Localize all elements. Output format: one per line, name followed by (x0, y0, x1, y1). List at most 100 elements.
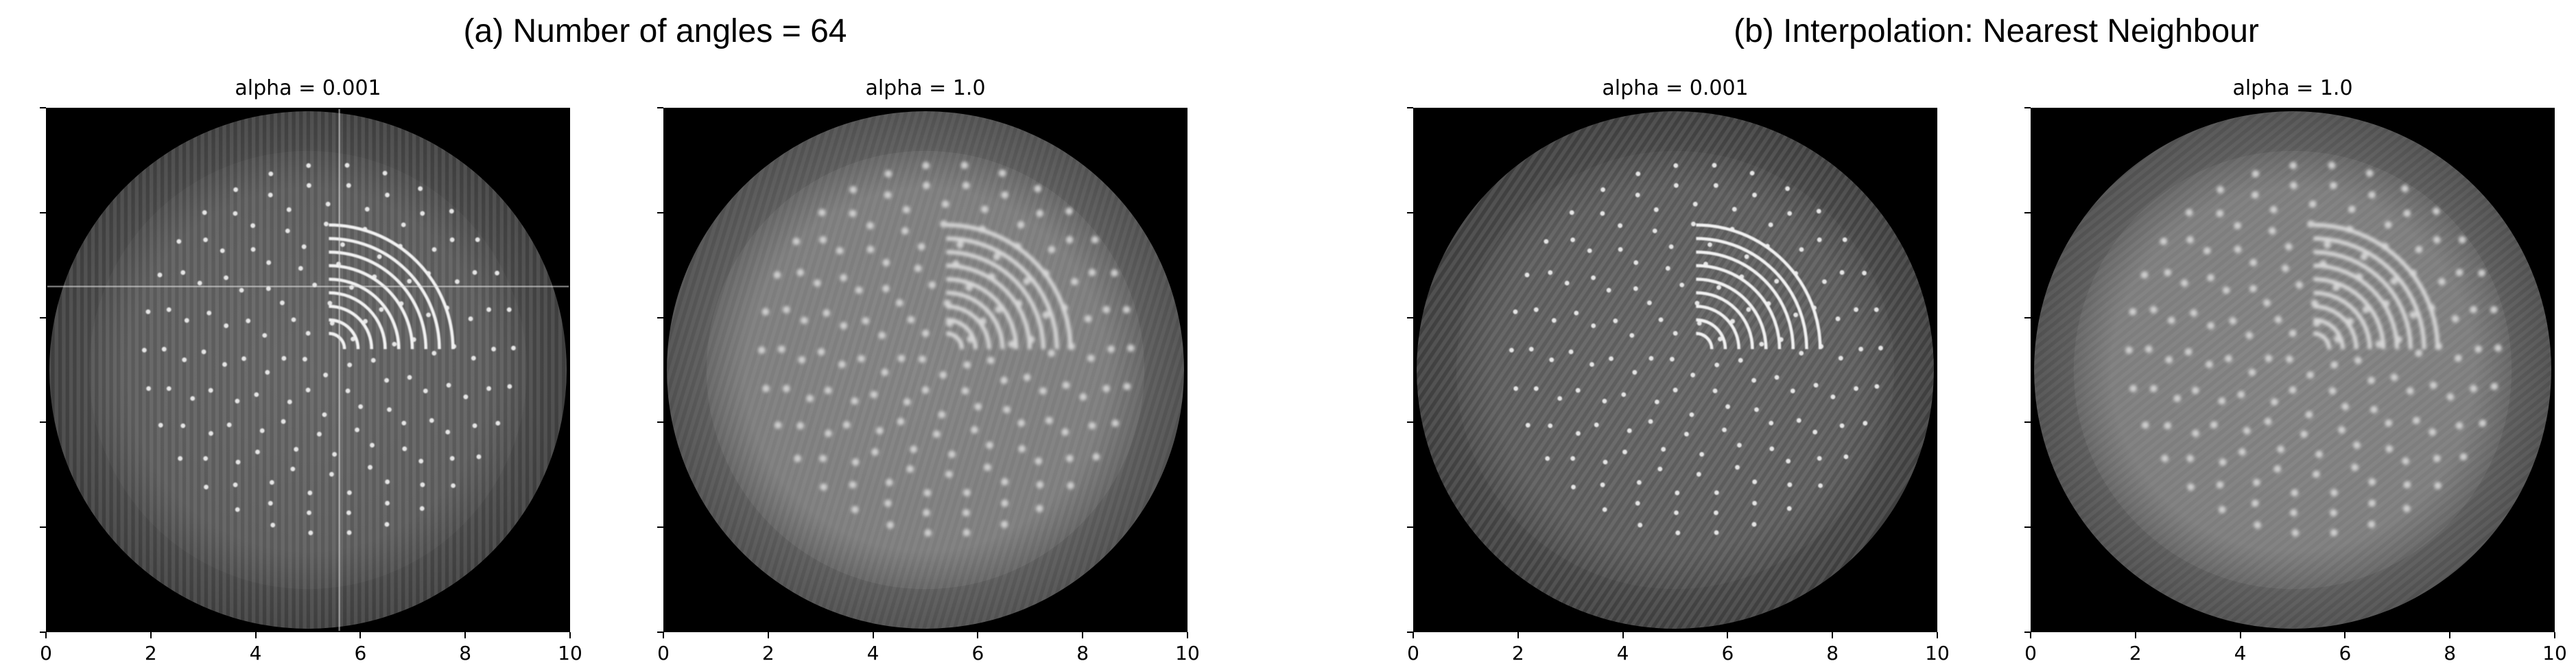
bright-spot (166, 307, 172, 312)
bright-spot (364, 207, 370, 212)
bright-spot (418, 186, 423, 192)
bright-spot (1613, 318, 1618, 323)
bright-spot (2140, 271, 2149, 279)
bright-spot (190, 396, 196, 401)
bright-spot (1661, 447, 1666, 452)
bright-arc (1696, 318, 1727, 349)
bright-spot (2167, 316, 2175, 325)
bright-spot (2284, 243, 2293, 251)
bright-spot (384, 522, 390, 527)
bright-spot (1858, 347, 1863, 351)
x-tick-label: 2 (1511, 642, 1524, 664)
bright-spot (2409, 311, 2417, 319)
bright-spot (1111, 269, 1118, 277)
bright-spot (2269, 206, 2278, 213)
bright-spot (1712, 389, 1718, 393)
bright-spot (1697, 321, 1702, 326)
bright-spot (2229, 317, 2237, 325)
bright-arc (946, 290, 1005, 349)
bright-spot (792, 237, 801, 246)
bright-spot (475, 237, 480, 242)
bright-spots (2125, 161, 2502, 537)
bright-spot (426, 312, 431, 318)
x-tick-mark (1187, 632, 1188, 638)
bright-spot (1699, 452, 1705, 457)
bright-spot (884, 191, 892, 199)
bright-spot (923, 489, 932, 497)
bright-spot (840, 322, 847, 329)
bright-spot (1713, 183, 1718, 188)
bright-spot (1575, 388, 1581, 393)
x-tick-mark (2449, 632, 2451, 638)
bright-spot (962, 509, 970, 517)
bright-spot (851, 458, 860, 466)
bright-spot (451, 483, 456, 488)
bright-spot (1065, 454, 1074, 463)
panel-title: alpha = 1.0 (2232, 76, 2353, 100)
bright-spot (182, 357, 187, 362)
bright-spot (2234, 222, 2241, 230)
bright-spot (794, 454, 801, 463)
y-tick-mark (1407, 316, 1413, 318)
bright-spot (507, 384, 512, 389)
bright-arc (1696, 291, 1754, 349)
bright-spot (924, 529, 932, 537)
bright-spot (1039, 387, 1047, 395)
bright-spot (1571, 485, 1576, 489)
bright-spot (2300, 430, 2308, 438)
bright-spot (1714, 530, 1719, 535)
bright-spot (2248, 369, 2256, 376)
bright-spot (858, 355, 865, 362)
y-tick-mark (1407, 211, 1413, 213)
bright-spot (1102, 384, 1110, 393)
bright-spot (1548, 270, 1553, 275)
bright-spot (2403, 480, 2411, 489)
y-tick-mark (2024, 526, 2031, 529)
bright-spot (1874, 384, 1880, 389)
bright-spot (842, 421, 851, 429)
bright-spot (235, 507, 240, 512)
bright-spot (2281, 264, 2289, 273)
bright-spot (2207, 274, 2214, 281)
bright-spot (1635, 500, 1640, 506)
bright-spot (2458, 235, 2466, 244)
bright-spot (1629, 333, 1635, 338)
bright-spot (866, 246, 875, 253)
bright-spot (2385, 419, 2393, 427)
bright-spot (1746, 307, 1751, 312)
x-tick-label: 8 (1076, 642, 1089, 664)
bright-spot (1609, 356, 1614, 361)
bright-spot (377, 254, 382, 259)
bright-spot (2375, 340, 2383, 348)
y-tick-mark (40, 107, 46, 108)
bright-spot (325, 201, 331, 207)
bright-spot (1034, 185, 1041, 193)
bright-spot (800, 316, 808, 325)
bright-spot (1774, 375, 1780, 380)
bright-arc (1696, 332, 1714, 349)
bright-spot (1793, 312, 1798, 318)
axes-image (46, 108, 570, 632)
bright-spot (813, 279, 821, 287)
bright-spot (1084, 315, 1092, 323)
bright-spot (1839, 270, 1845, 275)
bright-spot (1587, 248, 1592, 253)
bright-spot (2433, 454, 2441, 463)
bright-spot (491, 347, 496, 351)
bright-spot (836, 246, 844, 255)
bright-spot (327, 301, 333, 306)
bright-spot (849, 186, 857, 194)
bright-spot (270, 522, 276, 528)
bright-spot (782, 305, 790, 314)
bright-spot (1533, 386, 1539, 391)
bright-spot (2402, 505, 2411, 513)
bright-spot (2479, 419, 2487, 427)
x-tick-mark (663, 632, 664, 638)
bright-spot (449, 237, 455, 242)
bright-spot (881, 369, 889, 376)
bright-spot (1673, 331, 1678, 336)
bright-spot (796, 421, 805, 430)
bright-spot (1638, 522, 1643, 528)
bright-spot (382, 170, 388, 176)
bright-spot (2251, 191, 2259, 199)
